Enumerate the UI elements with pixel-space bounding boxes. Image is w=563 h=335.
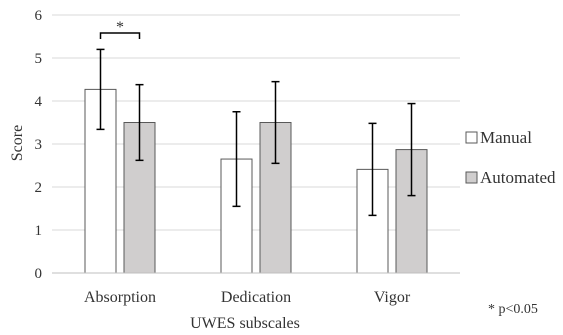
x-category-label: Absorption [84, 289, 156, 306]
y-tick-label: 0 [35, 266, 43, 282]
bars [84, 88, 428, 274]
legend-label-manual: Manual [480, 128, 532, 147]
gridlines [52, 14, 460, 231]
significance-marks: * [99, 19, 141, 39]
y-tick-label: 2 [35, 180, 43, 196]
y-axis-label: Score [9, 125, 26, 161]
error-bars [96, 48, 416, 217]
x-category-label: Dedication [221, 289, 291, 306]
x-axis-label: UWES subscales [190, 315, 300, 332]
significance-note: * p<0.05 [488, 302, 538, 317]
y-tick-label: 4 [35, 94, 43, 110]
legend-label-automated: Automated [480, 168, 556, 187]
significance-star: * [116, 19, 124, 36]
legend-swatch-automated [465, 171, 478, 184]
x-axis-categories: Absorption Dedication Vigor [84, 289, 411, 306]
y-tick-label: 3 [35, 137, 43, 153]
y-axis-ticks: 0 1 2 3 4 5 6 [35, 8, 43, 282]
x-category-label: Vigor [374, 289, 411, 306]
legend-swatch-manual [465, 131, 478, 144]
y-tick-label: 5 [35, 51, 43, 67]
y-tick-label: 1 [35, 223, 43, 239]
significance-bracket [99, 32, 141, 39]
legend: Manual Automated [465, 128, 556, 187]
y-tick-label: 6 [35, 8, 43, 24]
